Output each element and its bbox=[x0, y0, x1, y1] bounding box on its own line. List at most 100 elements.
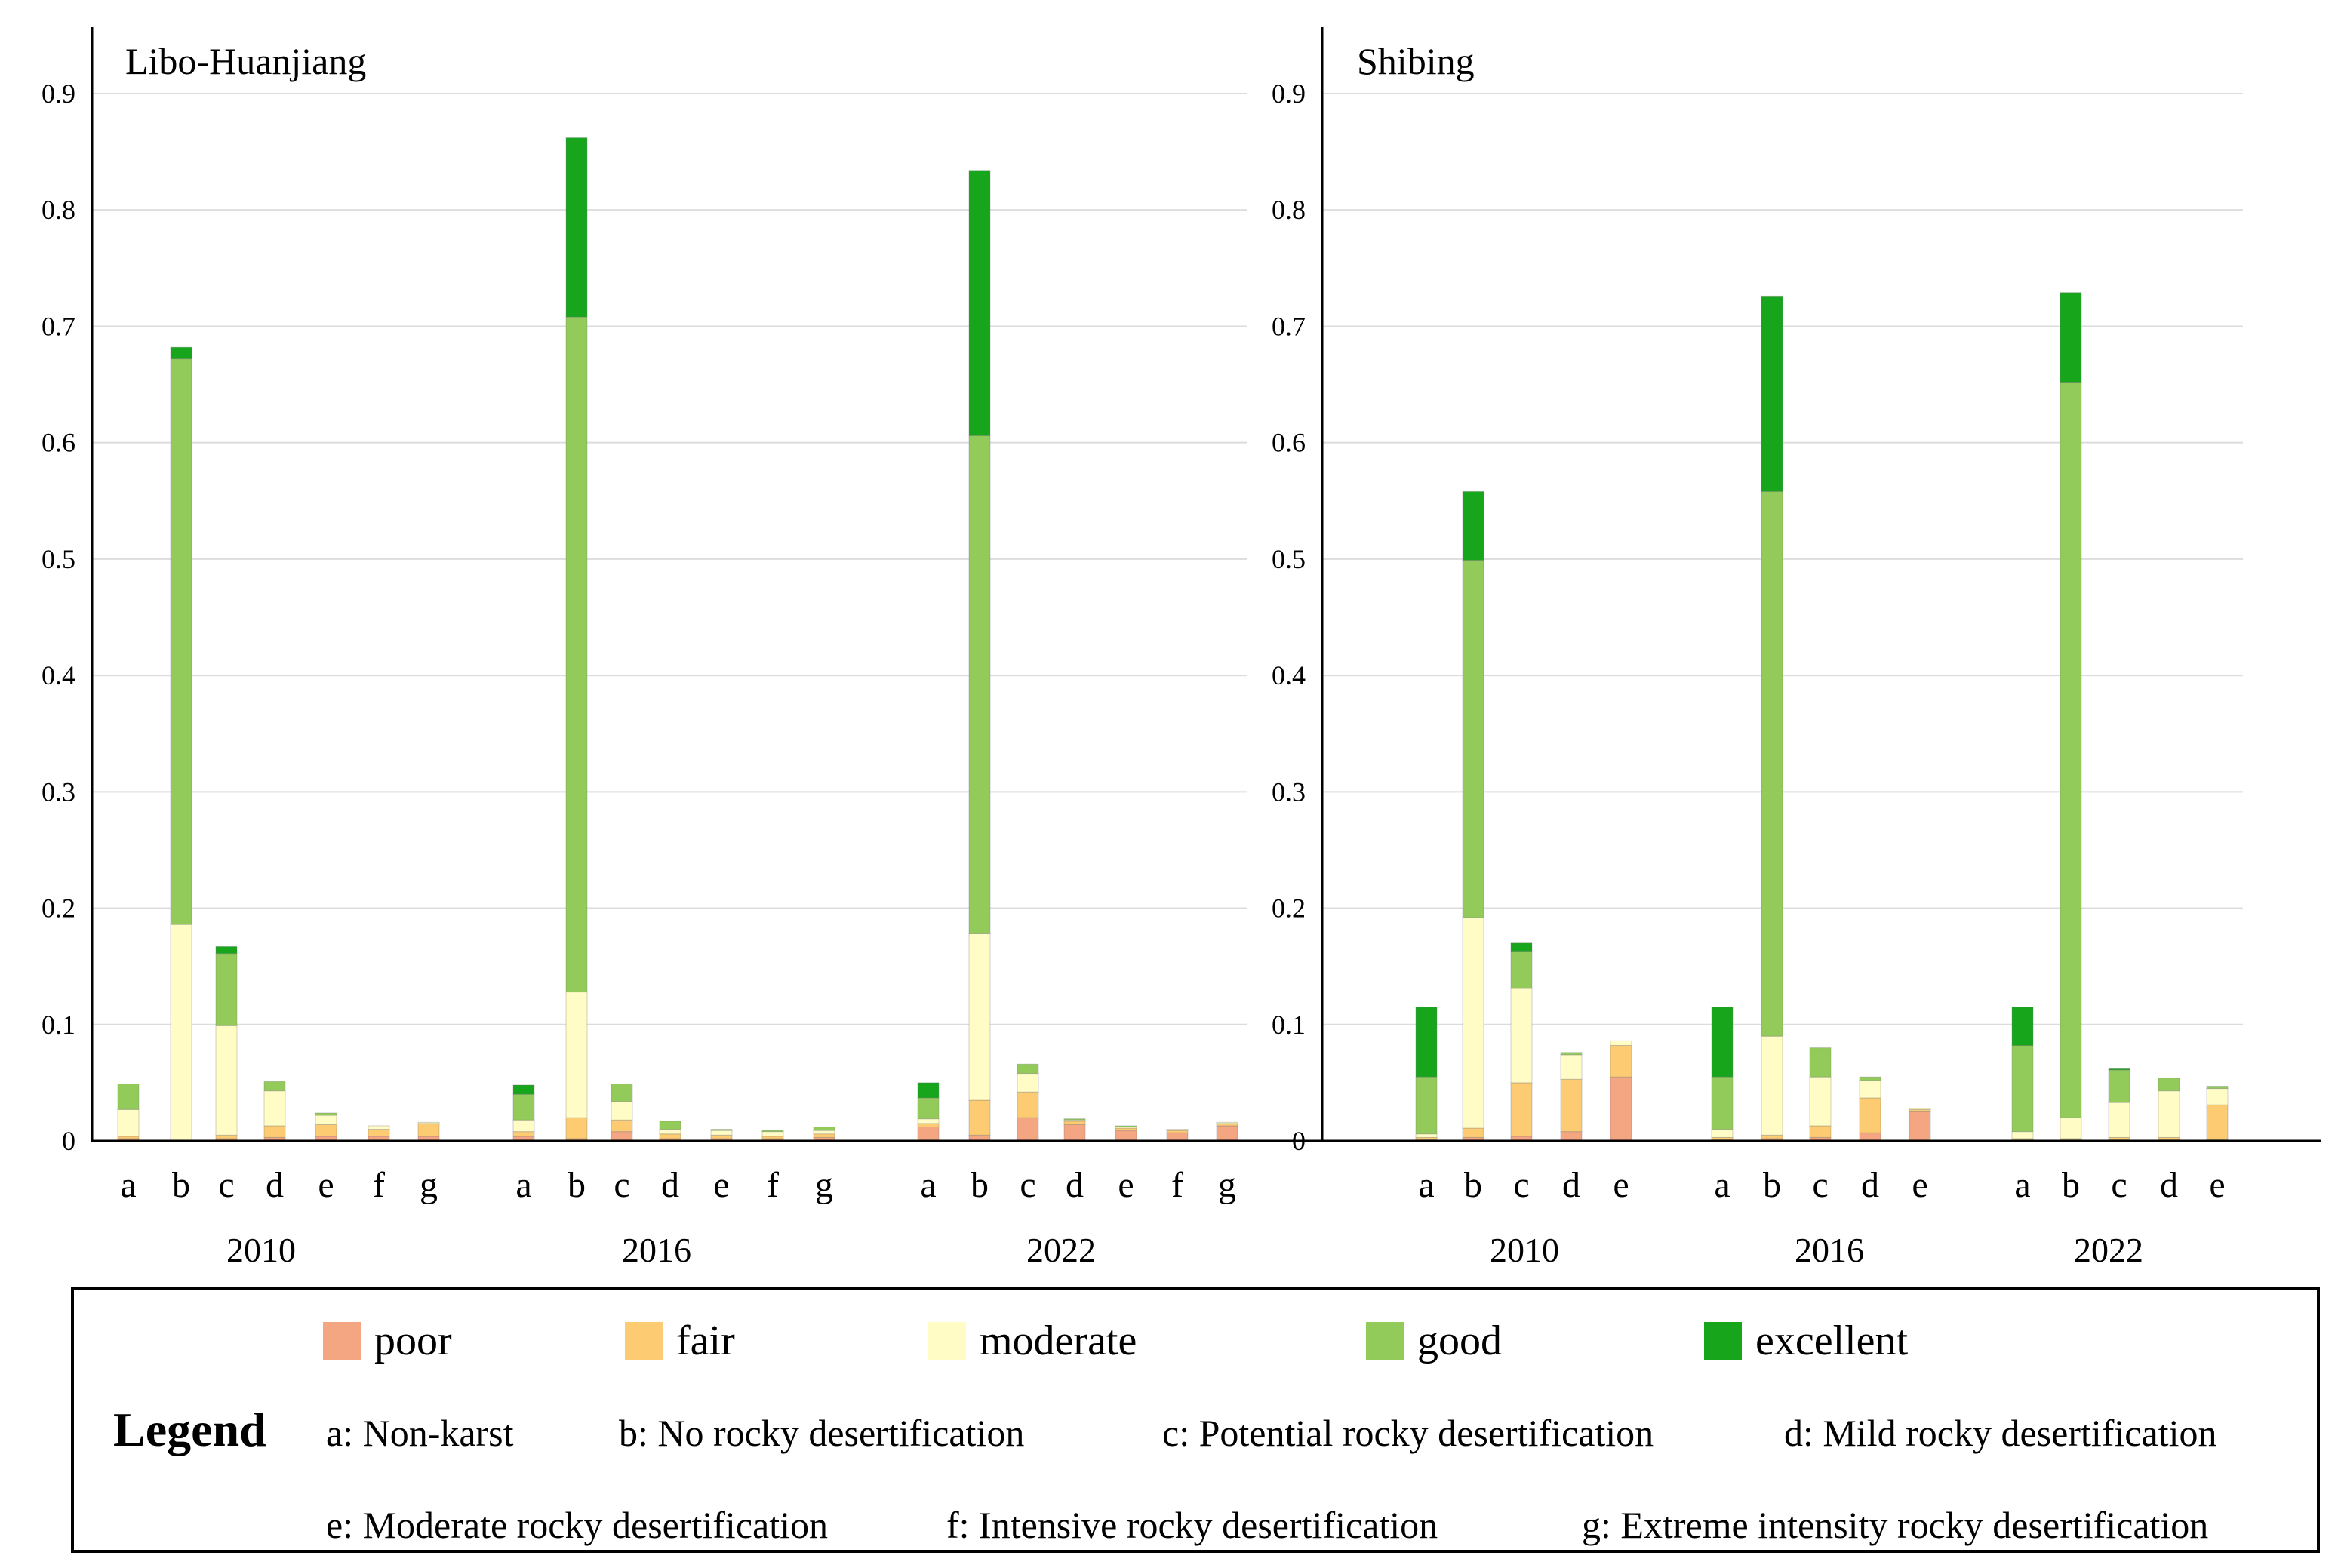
bar-segment-moderate bbox=[565, 992, 588, 1118]
x-category-label: c bbox=[1020, 1165, 1035, 1205]
bar-segment-excellent bbox=[2011, 1007, 2034, 1047]
x-category-label: f bbox=[1171, 1165, 1183, 1205]
bar-segment-moderate bbox=[417, 1121, 440, 1124]
bar-segment-poor bbox=[1610, 1076, 1632, 1142]
x-category-label: f bbox=[373, 1165, 385, 1205]
x-category-label: d bbox=[661, 1165, 679, 1205]
x-category-label: d bbox=[1066, 1165, 1084, 1205]
bar-segment-good bbox=[2206, 1086, 2229, 1090]
bar-segment-good bbox=[761, 1130, 784, 1133]
x-category-label: d bbox=[266, 1165, 284, 1205]
bar-segment-fair bbox=[315, 1124, 337, 1137]
bar-segment-fair bbox=[512, 1131, 535, 1137]
y-tick-label: 0.5 bbox=[1272, 544, 1306, 574]
bar-segment-fair bbox=[1063, 1121, 1086, 1125]
y-tick-label: 0.2 bbox=[42, 893, 75, 924]
legend-item-moderate: moderate bbox=[928, 1314, 1137, 1367]
x-category-label: e bbox=[2209, 1165, 2225, 1205]
bar-segment-good bbox=[1462, 559, 1484, 918]
x-category-label: a bbox=[120, 1165, 136, 1205]
bar-segment-fair bbox=[368, 1129, 390, 1137]
bar-segment-fair bbox=[813, 1133, 835, 1138]
bar-segment-fair bbox=[1510, 1082, 1533, 1137]
legend-label-excellent: excellent bbox=[1755, 1317, 1909, 1364]
bar-segment-moderate bbox=[2011, 1131, 2034, 1139]
bar-segment-good bbox=[2158, 1078, 2180, 1092]
y-tick-label: 0.9 bbox=[1272, 78, 1306, 109]
bar-segment-poor bbox=[1216, 1125, 1238, 1142]
x-category-label: b bbox=[172, 1165, 190, 1205]
x-category-label: d bbox=[2160, 1165, 2178, 1205]
x-year-label: 2022 bbox=[1026, 1231, 1096, 1269]
bar-segment-moderate bbox=[2108, 1102, 2130, 1138]
y-tick-label: 0.6 bbox=[1272, 428, 1306, 458]
bar-segment-moderate bbox=[968, 933, 991, 1101]
bar-segment-moderate bbox=[710, 1130, 733, 1136]
y-tick-label: 0.2 bbox=[1272, 893, 1306, 924]
legend-label-moderate: moderate bbox=[980, 1317, 1137, 1364]
x-category-label: e bbox=[318, 1165, 334, 1205]
bar-segment-poor bbox=[1560, 1131, 1583, 1142]
x-category-label: g bbox=[1218, 1165, 1236, 1205]
x-category-label: f bbox=[767, 1165, 779, 1205]
bar-segment-good bbox=[917, 1097, 940, 1120]
bar-segment-excellent bbox=[1761, 295, 1783, 492]
x-category-label: a bbox=[1714, 1165, 1730, 1205]
bar-segment-fair bbox=[968, 1099, 991, 1136]
legend-def-b: b: No rocky desertification bbox=[619, 1412, 1025, 1454]
bar-segment-excellent bbox=[1415, 1007, 1438, 1078]
bar-segment-fair bbox=[1017, 1091, 1039, 1118]
bar-segment-poor bbox=[1909, 1111, 1931, 1142]
bar-segment-good bbox=[968, 435, 991, 934]
x-category-label: c bbox=[1812, 1165, 1828, 1205]
y-tick-label: 0.3 bbox=[42, 776, 75, 807]
bar-segment-fair bbox=[565, 1117, 588, 1139]
bar-segment-good bbox=[659, 1121, 681, 1130]
bar-segment-good bbox=[117, 1083, 140, 1110]
bar-segment-moderate bbox=[512, 1119, 535, 1133]
bar-segment-moderate bbox=[1415, 1133, 1438, 1138]
x-category-label: b bbox=[1464, 1165, 1482, 1205]
bar-segment-fair bbox=[1462, 1127, 1484, 1138]
bar-segment-excellent bbox=[512, 1084, 535, 1095]
legend-item-fair: fair bbox=[625, 1314, 735, 1367]
bar-segment-moderate bbox=[1017, 1073, 1039, 1093]
bar-segment-fair bbox=[659, 1133, 681, 1139]
y-tick-label: 0.5 bbox=[42, 544, 75, 574]
x-category-label: g bbox=[815, 1165, 833, 1205]
chart-figure: 0 0.1 0.2 0.3 0.4 0.5 0.6 0.7 0.8 0.9 Libo-Huanjia… bbox=[42, 27, 2321, 1269]
bar-segment-good bbox=[2011, 1045, 2034, 1133]
bar-segment-good bbox=[1415, 1076, 1438, 1135]
bar-segment-moderate bbox=[1761, 1035, 1783, 1136]
bar-segment-moderate bbox=[170, 924, 192, 1142]
y-tick-label: 0.8 bbox=[42, 195, 75, 225]
bar-segment-excellent bbox=[917, 1082, 940, 1099]
x-category-label: e bbox=[713, 1165, 729, 1205]
x-category-label: a bbox=[920, 1165, 936, 1205]
bar-segment-excellent bbox=[1711, 1007, 1734, 1078]
bar-segment-poor bbox=[917, 1126, 940, 1142]
bar-segment-moderate bbox=[1166, 1129, 1189, 1131]
bar-segment-moderate bbox=[611, 1101, 633, 1121]
bar-segment-fair bbox=[263, 1125, 286, 1138]
x-category-label: e bbox=[1613, 1165, 1629, 1205]
bar-segment-fair bbox=[1560, 1078, 1583, 1133]
bar-segment-moderate bbox=[813, 1130, 835, 1135]
bar-segment-moderate bbox=[917, 1118, 940, 1124]
bar-segment-excellent bbox=[170, 346, 192, 360]
legend-label-good: good bbox=[1417, 1317, 1502, 1364]
y-tick-label: 0.1 bbox=[42, 1010, 75, 1040]
bar-segment-good bbox=[1115, 1125, 1137, 1127]
bar-segment-poor bbox=[1115, 1130, 1137, 1142]
legend-def-d: d: Mild rocky desertification bbox=[1784, 1412, 2217, 1454]
x-category-label: d bbox=[1562, 1165, 1580, 1205]
bar-segment-good bbox=[1711, 1076, 1734, 1130]
panel-title: Shibing bbox=[1357, 40, 1475, 82]
bar-segment-moderate bbox=[315, 1115, 337, 1125]
x-year-label: 2010 bbox=[1490, 1231, 1559, 1269]
bar-segment-moderate bbox=[2060, 1117, 2082, 1139]
bar-segment-moderate bbox=[761, 1131, 784, 1137]
x-category-label: d bbox=[1861, 1165, 1879, 1205]
bar-segment-fair bbox=[417, 1123, 440, 1137]
y-tick-label: 0.4 bbox=[42, 660, 75, 690]
